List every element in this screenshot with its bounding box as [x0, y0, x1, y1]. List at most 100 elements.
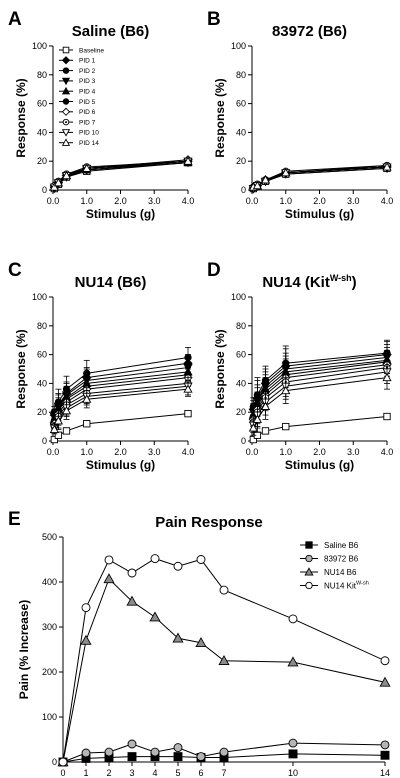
series — [49, 157, 193, 191]
data-point — [383, 412, 391, 421]
x-tick-label: 14 — [380, 768, 390, 778]
title-main: NU14 (B6) — [75, 274, 147, 291]
x-tick-label: 0 — [60, 768, 65, 778]
legend: Baseline PID 1 PID 2 PID 3 PID 4 PID 5 PID 6 PI… — [59, 46, 104, 147]
data-point — [80, 634, 92, 645]
data-point — [248, 423, 258, 432]
x-tick-label: 2.0 — [313, 196, 326, 206]
title-main: 83972 (B6) — [272, 23, 347, 40]
panel-c: C NU14 (B6) 0 20 40 60 80 100 0.0 1.0 2.0 3.0 4.0 Sti… — [8, 260, 194, 472]
data-point — [380, 656, 390, 666]
series — [249, 339, 391, 416]
x-tick-label: 3.0 — [148, 447, 161, 457]
data-point — [380, 740, 390, 750]
legend-marker — [61, 86, 71, 95]
data-point — [83, 420, 91, 428]
data-point — [288, 749, 298, 759]
panel-letter: D — [207, 260, 221, 281]
legend-marker — [305, 541, 313, 549]
y-tick-label: 20 — [37, 156, 47, 166]
series — [57, 573, 391, 767]
legend-entry: NU14 B6 — [324, 568, 357, 577]
data-point — [288, 614, 298, 624]
data-point — [173, 561, 183, 571]
x-axis-label: Stimulus (g) — [285, 458, 354, 472]
x-tick-label: 1.0 — [279, 196, 292, 206]
legend-marker — [61, 129, 71, 137]
y-tick-label: 200 — [42, 667, 57, 677]
data-point — [104, 555, 114, 565]
x-tick-label: 3.0 — [148, 196, 161, 206]
data-point — [58, 757, 68, 767]
y-tick-label: 80 — [236, 70, 246, 80]
y-tick-label: 80 — [236, 321, 246, 331]
legend-marker — [304, 567, 314, 576]
x-tick-label: 0.0 — [47, 447, 60, 457]
x-tick-label: 0.0 — [47, 196, 60, 206]
y-axis-label: Response (%) — [213, 329, 227, 408]
y-tick-label: 0 — [241, 436, 246, 446]
data-point — [150, 554, 160, 564]
series-line — [62, 558, 386, 763]
series-line — [62, 753, 386, 763]
data-point — [172, 632, 184, 643]
x-tick-label: 5 — [175, 768, 180, 778]
data-point — [219, 585, 229, 595]
x-tick-label: 1.0 — [80, 196, 93, 206]
data-point — [196, 555, 206, 564]
data-point — [288, 738, 298, 748]
y-axis-label: Response (%) — [14, 78, 28, 157]
data-point — [126, 595, 138, 606]
x-tick-label: 6 — [198, 768, 203, 778]
data-point — [173, 743, 183, 753]
data-point — [282, 422, 290, 431]
title-sup: W-sh — [330, 273, 352, 283]
data-point — [252, 180, 263, 190]
legend-entry: PID 3 — [79, 78, 96, 85]
y-tick-label: 0 — [42, 185, 47, 195]
data-point — [82, 163, 92, 172]
x-axis-label: Stimulus (g) — [86, 207, 155, 221]
data-point — [183, 156, 193, 165]
panel-title: Saline (B6) — [72, 23, 150, 40]
series — [58, 738, 390, 767]
y-tick-label: 40 — [236, 127, 246, 137]
y-tick-label: 400 — [42, 577, 57, 587]
title-main: NU14 (Kit — [262, 274, 330, 291]
legend-marker — [62, 98, 70, 105]
y-tick-label: 80 — [37, 70, 47, 80]
y-tick-label: 60 — [236, 99, 246, 109]
legend-entry: PID 10 — [79, 130, 99, 137]
y-tick-label: 20 — [236, 407, 246, 417]
legend-marker — [61, 56, 71, 65]
y-tick-label: 60 — [37, 99, 47, 109]
data-point — [287, 656, 299, 667]
legend-name: NU14 Kit — [324, 582, 357, 591]
y-tick-label: 20 — [236, 156, 246, 166]
data-point — [281, 167, 291, 177]
x-tick-label: 0.0 — [246, 447, 259, 457]
legend-entry: 83972 B6 — [324, 555, 359, 564]
x-tick-label: 3 — [129, 768, 134, 778]
x-axis-label: Stimulus (g) — [86, 458, 155, 472]
data-point — [183, 384, 193, 393]
data-point — [127, 568, 137, 578]
x-axis-label: Stimulus (g) — [285, 207, 354, 221]
data-point — [127, 739, 137, 749]
legend-marker — [61, 107, 71, 116]
legend-entry: PID 1 — [79, 58, 96, 65]
series-line — [252, 416, 388, 440]
series-line — [253, 165, 388, 188]
legend-entry: PID 6 — [79, 109, 96, 116]
data-point — [260, 401, 271, 410]
legend-entry: PID 2 — [79, 68, 96, 75]
data-point — [81, 603, 91, 613]
legend-marker — [305, 554, 313, 563]
y-axis-label: Response (%) — [14, 329, 28, 408]
x-tick-label: 4.0 — [381, 196, 394, 206]
x-tick-label: 4.0 — [182, 196, 195, 206]
panel-letter: A — [8, 9, 22, 30]
y-axis-label: Response (%) — [213, 78, 227, 157]
legend-marker — [61, 138, 71, 146]
